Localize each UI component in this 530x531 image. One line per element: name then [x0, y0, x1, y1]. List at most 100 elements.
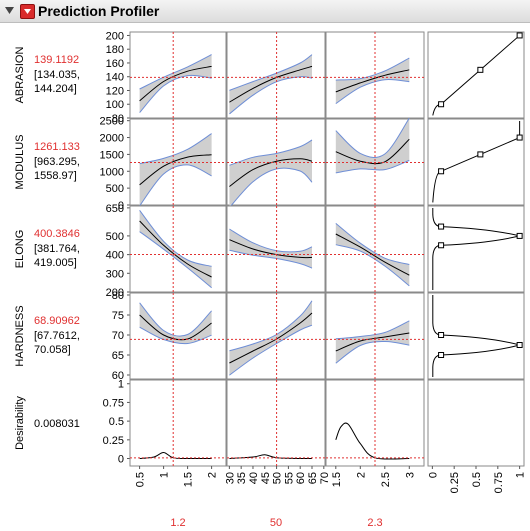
desirability-x-tick-label: 0.75 [493, 472, 505, 493]
confidence-upper-line [335, 117, 410, 158]
confidence-upper-line [229, 139, 313, 166]
confidence-lower-line [335, 159, 410, 174]
y-tick-label: 0.75 [103, 397, 124, 409]
desirability-handle[interactable] [438, 101, 445, 108]
confidence-upper-line [335, 223, 410, 265]
x-tick-label: 2 [207, 472, 219, 478]
y-tick-label: 120 [106, 85, 124, 97]
confidence-band [139, 302, 212, 344]
desirability-cell[interactable] [427, 205, 525, 293]
desirability-handle[interactable] [477, 66, 484, 73]
y-tick-label: 0 [118, 454, 124, 466]
profiler-title: Prediction Profiler [38, 3, 160, 19]
confidence-upper-line [335, 57, 410, 81]
y-tick-label: 65 [112, 350, 124, 362]
confidence-upper-line [139, 54, 212, 90]
y-tick-label: 1 [118, 379, 124, 391]
desirability-cell[interactable] [427, 292, 525, 380]
prediction-curve [335, 332, 410, 352]
ci-lower-elong: [381.764, [34, 243, 80, 255]
collapse-triangle-icon[interactable] [5, 6, 15, 16]
desirability-handle[interactable] [438, 332, 445, 338]
desirability-handle[interactable] [516, 134, 523, 141]
desirability-handle[interactable] [516, 32, 523, 39]
confidence-band [139, 54, 212, 113]
x-tick-label: 50 [272, 472, 284, 484]
y-tick-label: 500 [106, 183, 124, 195]
prediction-curve [139, 65, 212, 102]
x-tick-label: 2 [355, 472, 367, 478]
y-tick-label: 0 [118, 200, 124, 212]
desirability-cell[interactable] [427, 118, 525, 206]
y-tick-label: 650 [106, 203, 124, 215]
x-tick-label: 1 [159, 472, 171, 478]
desirability-handle[interactable] [438, 242, 445, 249]
desirability-handle[interactable] [477, 151, 484, 158]
factor-current-value-sulfur: 2.3 [367, 517, 382, 529]
y-tick-label: 1000 [100, 166, 124, 178]
factor-current-value-silica: 1.2 [170, 517, 185, 529]
row-label-desirability: Desirability [14, 396, 26, 450]
confidence-band [139, 210, 212, 288]
x-tick-label: 30 [224, 472, 236, 484]
y-tick-label: 80 [112, 113, 124, 125]
x-tick-label: 2.5 [380, 472, 392, 487]
y-tick-label: 400 [106, 250, 124, 262]
red-triangle-menu-icon[interactable] [20, 4, 35, 19]
ci-upper-hardness: 70.058] [34, 344, 71, 356]
y-tick-label: 140 [106, 72, 124, 84]
x-tick-label: 55 [283, 472, 295, 484]
ci-lower-modulus: [963.295, [34, 156, 80, 168]
y-tick-label: 75 [112, 310, 124, 322]
desirability-handle[interactable] [438, 352, 445, 358]
y-tick-label: 2500 [100, 116, 124, 128]
prediction-curve [229, 158, 313, 187]
ci-lower-hardness: [67.7612, [34, 330, 80, 342]
x-tick-label: 40 [248, 472, 260, 484]
desirability-function-line [432, 121, 521, 203]
prediction-curve [335, 233, 410, 276]
confidence-upper-line [139, 209, 212, 267]
ci-lower-abrasion: [134.035, [34, 69, 80, 81]
confidence-band [139, 133, 212, 206]
prediction-curve [139, 220, 212, 278]
desirability-handle[interactable] [438, 223, 445, 230]
desirability-x-tick-label: 1 [515, 472, 527, 478]
ci-upper-abrasion: 144.204] [34, 83, 77, 95]
x-tick-label: 70 [319, 472, 331, 484]
y-tick-label: 180 [106, 44, 124, 56]
x-tick-label: 3 [404, 472, 416, 478]
y-tick-label: 500 [106, 231, 124, 243]
prediction-curve [229, 454, 313, 460]
response-value-abrasion: 139.1192 [34, 54, 79, 66]
ci-upper-modulus: 1558.97] [34, 170, 77, 182]
x-tick-label: 60 [295, 472, 307, 484]
response-value-hardness: 68.90962 [34, 315, 80, 327]
response-value-elong: 400.3846 [34, 228, 80, 240]
desirability-x-tick-label: 0.5 [471, 472, 483, 487]
prediction-curve [335, 138, 410, 165]
confidence-lower-line [139, 74, 212, 113]
y-tick-label: 160 [106, 58, 124, 70]
prediction-curve [139, 154, 212, 186]
confidence-lower-line [139, 231, 212, 289]
confidence-band [335, 58, 410, 104]
row-label-modulus: MODULUS [14, 134, 26, 189]
desirability-cell[interactable] [427, 379, 525, 467]
confidence-upper-line [139, 302, 212, 337]
desirability-handle[interactable] [438, 168, 445, 175]
confidence-lower-line [229, 324, 313, 376]
profile-cell[interactable] [226, 379, 326, 467]
desirability-handle[interactable] [516, 232, 523, 239]
profile-cell[interactable] [129, 379, 227, 467]
y-tick-label: 1500 [100, 149, 124, 161]
desirability-x-tick-label: 0 [427, 472, 439, 478]
desirability-handle[interactable] [516, 342, 523, 348]
y-tick-label: 60 [112, 370, 124, 382]
row-label-abrasion: ABRASION [14, 47, 26, 104]
x-tick-label: 65 [307, 472, 319, 484]
confidence-upper-line [139, 133, 212, 165]
confidence-band [229, 140, 312, 208]
response-value-modulus: 1261.133 [34, 141, 80, 153]
confidence-lower-line [335, 340, 410, 364]
